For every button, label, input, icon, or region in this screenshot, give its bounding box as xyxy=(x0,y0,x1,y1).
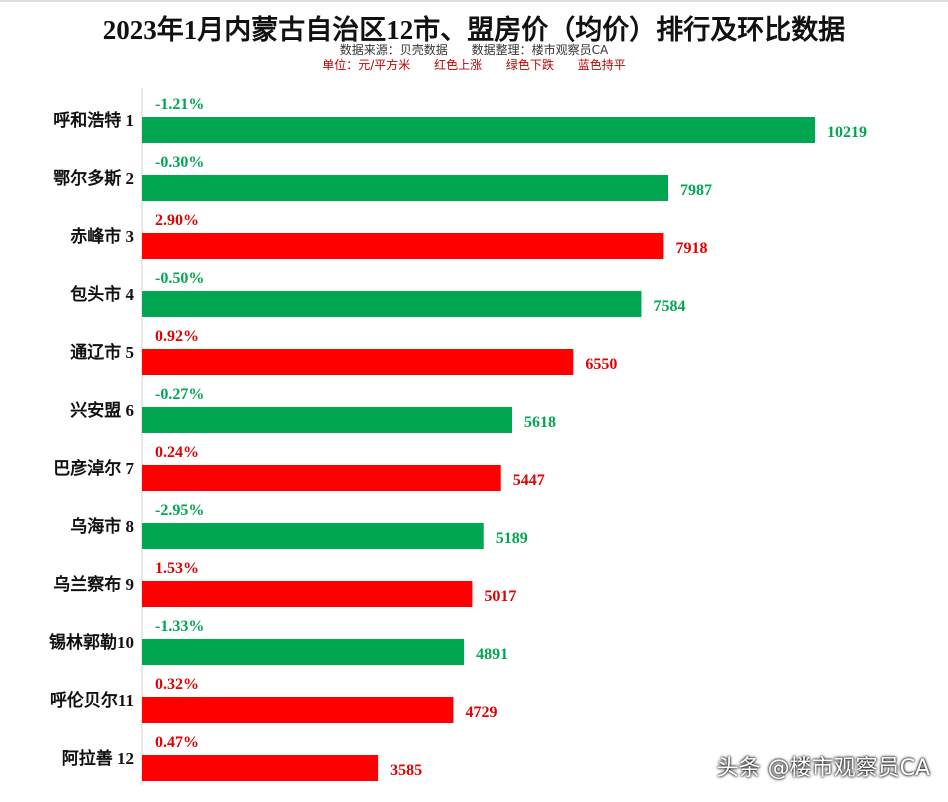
legend-up: 红色上涨 xyxy=(434,58,483,72)
change-label: -2.95% xyxy=(155,502,204,519)
category-label: 锡林郭勒10 xyxy=(49,632,134,652)
bar xyxy=(142,175,669,201)
change-label: 2.90% xyxy=(155,212,199,229)
value-label: 7918 xyxy=(675,240,707,257)
chart-subtitle-source: 数据来源：贝壳数据 数据整理：楼市观察员CA xyxy=(0,41,948,58)
change-label: -1.33% xyxy=(155,618,204,635)
legend-down: 绿色下跌 xyxy=(505,58,554,72)
bar xyxy=(142,581,473,607)
bar xyxy=(142,117,815,143)
category-label: 乌海市 8 xyxy=(70,516,134,536)
source-text: 数据来源：贝壳数据 xyxy=(339,43,448,57)
change-label: 0.47% xyxy=(155,734,199,751)
category-label: 呼伦贝尔11 xyxy=(50,690,134,710)
change-label: -0.27% xyxy=(155,386,204,403)
bar xyxy=(142,755,379,781)
value-label: 5189 xyxy=(496,530,528,547)
category-label: 阿拉善 12 xyxy=(62,748,134,768)
bar xyxy=(142,233,664,259)
category-label: 乌兰察布 9 xyxy=(53,574,134,594)
category-label: 兴安盟 6 xyxy=(70,400,134,420)
value-label: 7987 xyxy=(680,182,712,199)
legend-flat: 蓝色持平 xyxy=(577,58,626,72)
category-label: 赤峰市 3 xyxy=(70,226,134,246)
value-label: 6550 xyxy=(585,356,617,373)
category-label: 鄂尔多斯 2 xyxy=(53,168,134,188)
value-label: 5618 xyxy=(524,414,556,431)
value-label: 7584 xyxy=(653,298,685,315)
bar xyxy=(142,465,501,491)
bar xyxy=(142,291,642,317)
top-border xyxy=(0,0,948,2)
value-label: 4729 xyxy=(465,704,497,721)
value-label: 4891 xyxy=(476,646,508,663)
change-label: 1.53% xyxy=(155,560,199,577)
change-label: 0.92% xyxy=(155,328,199,345)
change-label: -0.50% xyxy=(155,270,204,287)
category-label: 通辽市 5 xyxy=(70,342,134,362)
bar xyxy=(142,349,574,375)
change-label: -0.30% xyxy=(155,154,204,171)
change-label: 0.32% xyxy=(155,676,199,693)
compiler-text: 数据整理：楼市观察员CA xyxy=(471,43,609,57)
value-label: 5447 xyxy=(513,472,545,489)
value-label: 5017 xyxy=(484,588,516,605)
value-label: 3585 xyxy=(390,762,422,779)
category-label: 巴彦淖尔 7 xyxy=(53,458,134,478)
chart-subtitle-legend: 单位：元/平方米 红色上涨 绿色下跌 蓝色持平 xyxy=(0,56,948,73)
change-label: -1.21% xyxy=(155,96,204,113)
bar xyxy=(142,523,484,549)
bar xyxy=(142,697,454,723)
category-label: 呼和浩特 1 xyxy=(53,110,134,130)
watermark: 头条 @楼市观察员CA xyxy=(716,756,930,781)
category-label: 包头市 4 xyxy=(70,284,134,304)
change-label: 0.24% xyxy=(155,444,199,461)
value-label: 10219 xyxy=(827,124,867,141)
chart-title: 2023年1月内蒙古自治区12市、盟房价（均价）排行及环比数据 xyxy=(102,15,846,45)
unit-text: 单位：元/平方米 xyxy=(322,58,411,72)
bar xyxy=(142,639,465,665)
bar xyxy=(142,407,512,433)
